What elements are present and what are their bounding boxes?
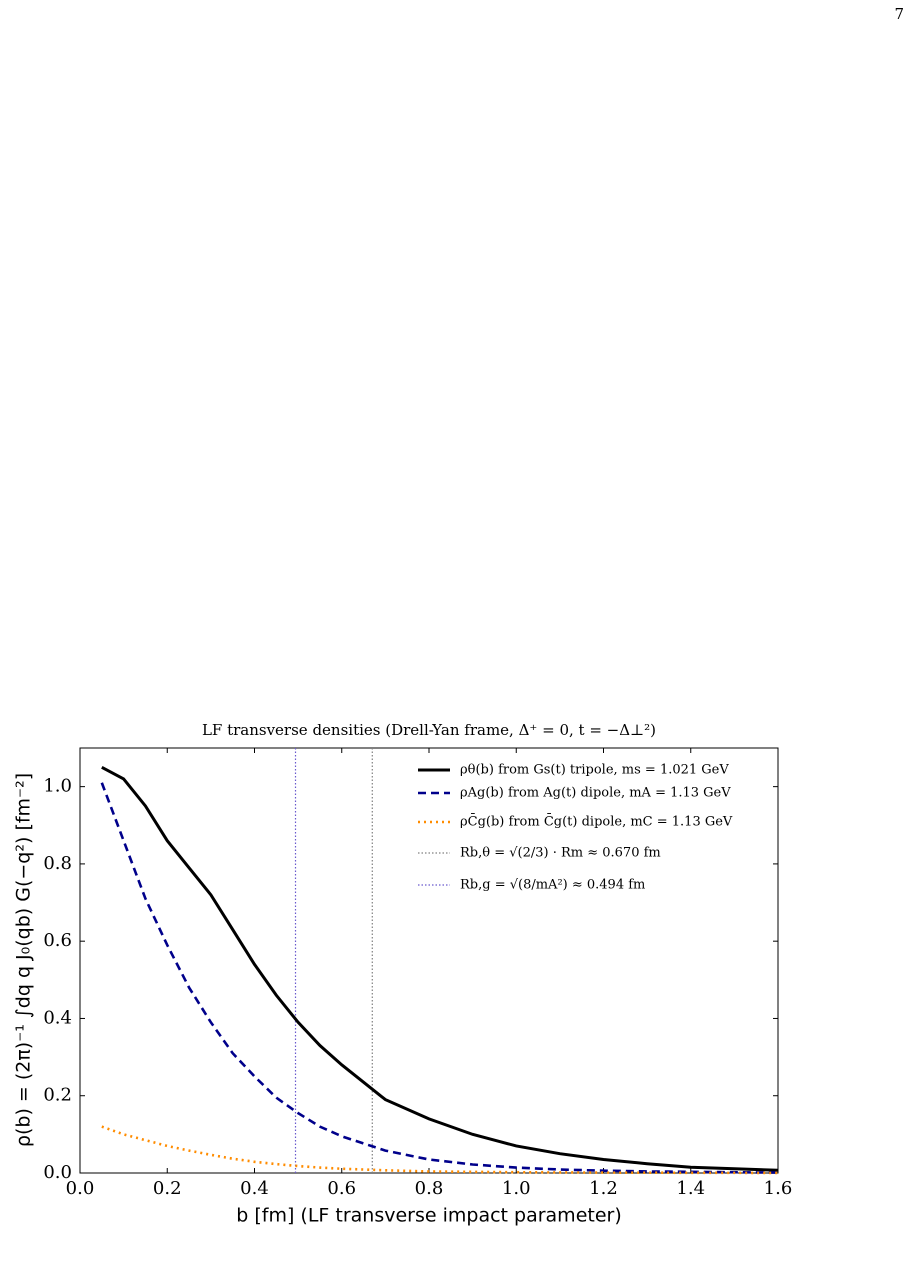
x-tick-label: 1.0 [502, 1178, 531, 1199]
series-line [100, 782, 779, 1174]
chart-title: LF transverse densities (Drell-Yan frame… [202, 721, 656, 739]
series-line [101, 1125, 779, 1175]
x-axis-label: b [fm] (LF transverse impact parameter) [236, 1205, 622, 1227]
y-tick-label: 0.8 [43, 853, 72, 874]
x-tick-label: 1.4 [676, 1178, 705, 1199]
series-line [101, 765, 779, 1172]
page-number: 7 [894, 5, 904, 23]
x-tick-label: 0.0 [66, 1178, 95, 1199]
y-tick-label: 0.2 [43, 1085, 72, 1106]
plot-frame [79, 747, 779, 1174]
legend-label: ρAg(b) from Ag(t) dipole, mA = 1.13 GeV [460, 786, 731, 801]
x-tick-label: 0.8 [415, 1178, 444, 1199]
legend-label: Rb,θ = √(2/3) · Rm ≈ 0.670 fm [460, 846, 661, 861]
y-tick-label: 1.0 [43, 776, 72, 797]
y-tick-label: 0.0 [43, 1162, 72, 1183]
x-tick-label: 0.6 [327, 1178, 356, 1199]
x-tick-label: 1.2 [589, 1178, 618, 1199]
legend-label: Rb,g = √(8/mA²) ≈ 0.494 fm [460, 878, 645, 893]
x-tick-label: 1.6 [764, 1178, 793, 1199]
y-axis-label: ρ(b) = (2π)⁻¹ ∫dq q J₀(qb) G(−q²) [fm⁻²] [13, 773, 35, 1147]
legend-label: ρC̄g(b) from C̄g(t) dipole, mC = 1.13 Ge… [460, 813, 733, 829]
legend-label: ρθ(b) from Gs(t) tripole, ms = 1.021 GeV [460, 763, 729, 778]
x-tick-label: 0.2 [153, 1178, 182, 1199]
x-tick-label: 0.4 [240, 1178, 269, 1199]
y-tick-label: 0.6 [43, 930, 72, 951]
y-tick-label: 0.4 [43, 1007, 72, 1028]
